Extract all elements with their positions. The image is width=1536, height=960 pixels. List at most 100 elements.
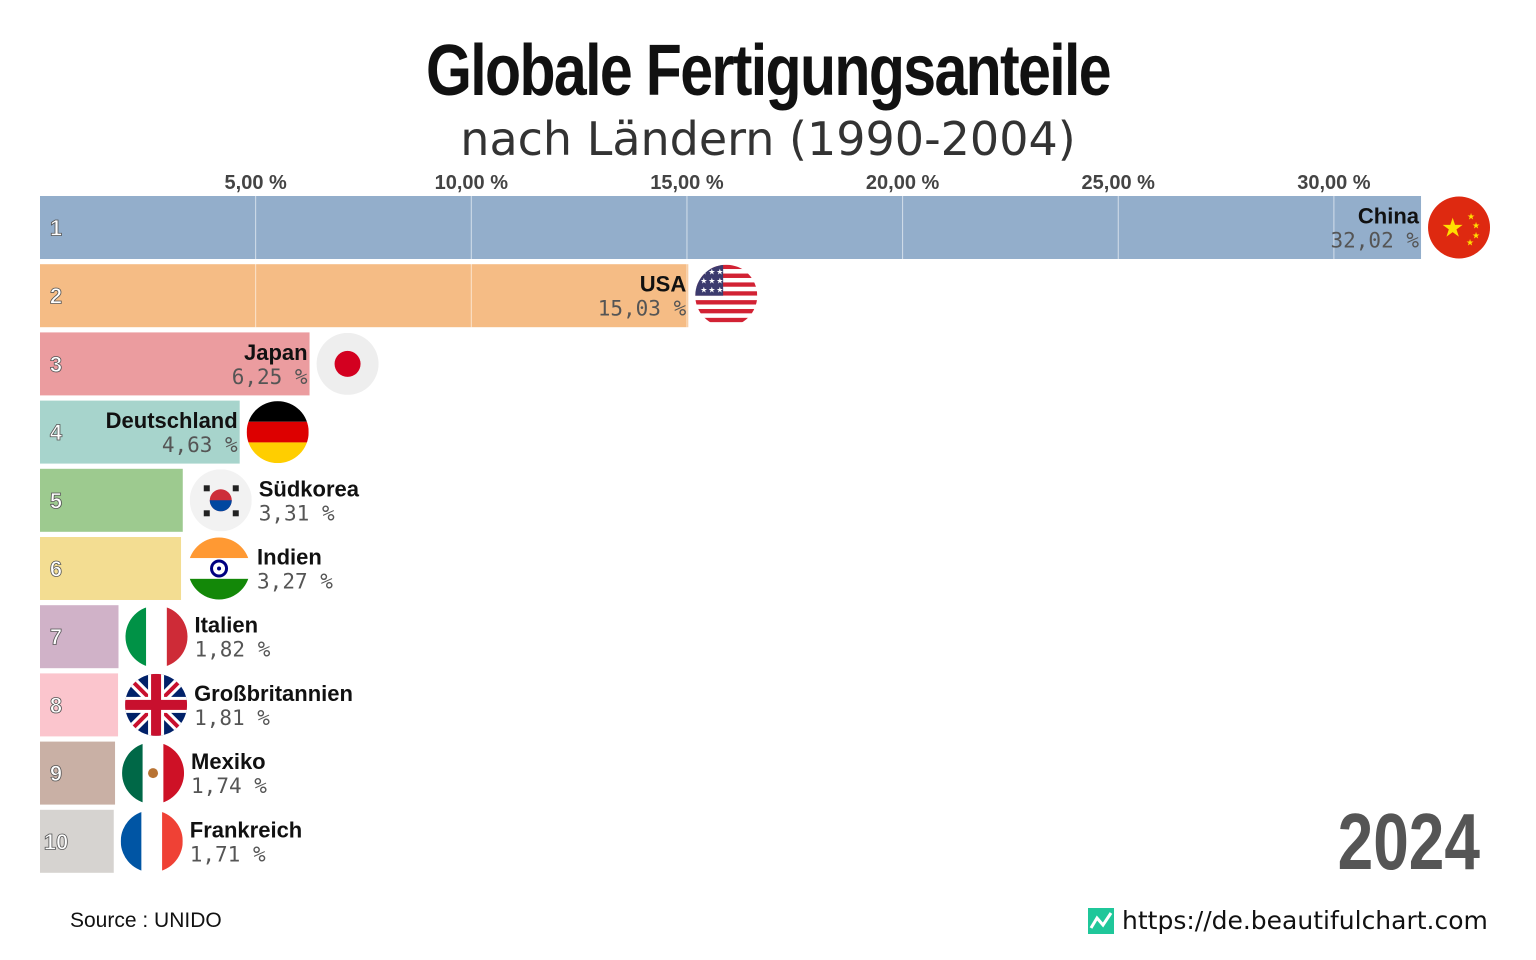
- bar: [40, 468, 183, 532]
- flag-part: [166, 605, 188, 668]
- rank-label: 6: [50, 557, 62, 582]
- x-tick-label: 30,00 %: [1297, 172, 1371, 194]
- bar: [40, 605, 119, 669]
- flag-part: [695, 269, 758, 274]
- flag-part: [246, 442, 309, 464]
- star: ★: [1466, 238, 1474, 248]
- site-link[interactable]: https://de.beautifulchart.com: [1088, 906, 1488, 935]
- flag-part: [334, 350, 361, 377]
- country-label: Frankreich: [190, 817, 303, 842]
- country-label: Indien: [257, 545, 322, 570]
- star: ★: [1467, 212, 1475, 222]
- star: ★: [700, 286, 707, 295]
- flag-part: [188, 578, 251, 600]
- value-label: 1,74 %: [191, 774, 267, 798]
- x-tick-label: 15,00 %: [650, 172, 724, 194]
- rank-label: 7: [50, 625, 62, 650]
- country-label: Südkorea: [259, 476, 360, 501]
- flag-part: [695, 300, 758, 305]
- value-label: 1,82 %: [194, 638, 270, 662]
- bar: [40, 809, 114, 873]
- flag-part: [232, 485, 239, 492]
- bar: [40, 264, 689, 328]
- flag-part: [695, 304, 758, 309]
- flag-part: [203, 510, 210, 517]
- country-label: Mexiko: [191, 749, 266, 774]
- rank-label: 5: [50, 488, 62, 513]
- country-label: Italien: [194, 613, 258, 638]
- flag-part: [695, 286, 758, 292]
- flag-part: [141, 810, 163, 873]
- flag-part: [120, 810, 142, 873]
- value-label: 1,81 %: [194, 706, 270, 730]
- flag-part: [695, 313, 758, 318]
- star: ★: [716, 268, 723, 277]
- rank-label: 4: [50, 420, 63, 445]
- country-label: Japan: [244, 340, 308, 365]
- flag-part: [188, 537, 251, 559]
- chart-subtitle: nach Ländern (1990-2004): [460, 112, 1076, 166]
- china-flag: ★ ★★★★: [1428, 196, 1491, 259]
- country-label: Deutschland: [106, 408, 238, 433]
- line-chart-icon: [1088, 907, 1114, 934]
- mexico-flag: [122, 742, 185, 805]
- chart-title: Globale Fertigungsanteile: [425, 31, 1112, 111]
- flag-part: [232, 510, 239, 517]
- rank-label: 10: [44, 829, 68, 854]
- flag-part: [148, 768, 159, 779]
- bar: [40, 741, 116, 805]
- star: ★: [1472, 221, 1480, 231]
- value-label: 15,03 %: [598, 297, 687, 321]
- flag-part: [695, 317, 758, 323]
- france-flag: [120, 810, 183, 873]
- flag-part: [122, 742, 143, 805]
- x-tick-label: 20,00 %: [866, 172, 940, 194]
- bar: [40, 400, 240, 464]
- x-tick-label: 25,00 %: [1082, 172, 1156, 194]
- rank-label: 3: [50, 352, 62, 377]
- rank-label: 9: [50, 761, 62, 786]
- star: ★: [1472, 231, 1480, 241]
- value-label: 1,71 %: [190, 842, 266, 866]
- germany-flag: [246, 401, 309, 464]
- flag-part: [246, 401, 309, 422]
- value-label: 32,02 %: [1331, 229, 1420, 253]
- uk-flag: [125, 673, 188, 736]
- site-url[interactable]: https://de.beautifulchart.com: [1122, 906, 1488, 935]
- value-label: 3,27 %: [257, 570, 333, 594]
- star: ★: [700, 277, 707, 286]
- south-korea-flag: [189, 469, 252, 532]
- bars: [40, 196, 1422, 873]
- flag-part: [695, 277, 758, 283]
- x-tick-label: 5,00 %: [225, 172, 287, 194]
- flag-part: [695, 282, 758, 287]
- value-label: 3,31 %: [259, 501, 335, 525]
- country-label: China: [1358, 204, 1420, 229]
- flag-part: [695, 291, 758, 296]
- flag-part: [203, 485, 210, 492]
- flag-part: [125, 605, 147, 668]
- flag-part: [162, 810, 183, 873]
- flag-part: [695, 322, 758, 327]
- usa-flag: ★ ★ ★★ ★ ★★ ★ ★: [695, 264, 758, 327]
- star: ★: [716, 277, 723, 286]
- rank-label: 1: [50, 216, 62, 241]
- star: ★: [708, 268, 715, 277]
- source-label: Source : UNIDO: [70, 909, 222, 932]
- star: ★: [708, 277, 715, 286]
- flag-part: [695, 264, 758, 270]
- bar: [40, 537, 182, 600]
- flag-part: [246, 421, 309, 443]
- italy-flag: [125, 605, 188, 668]
- x-tick-label: 10,00 %: [435, 172, 509, 194]
- bar: [40, 332, 310, 396]
